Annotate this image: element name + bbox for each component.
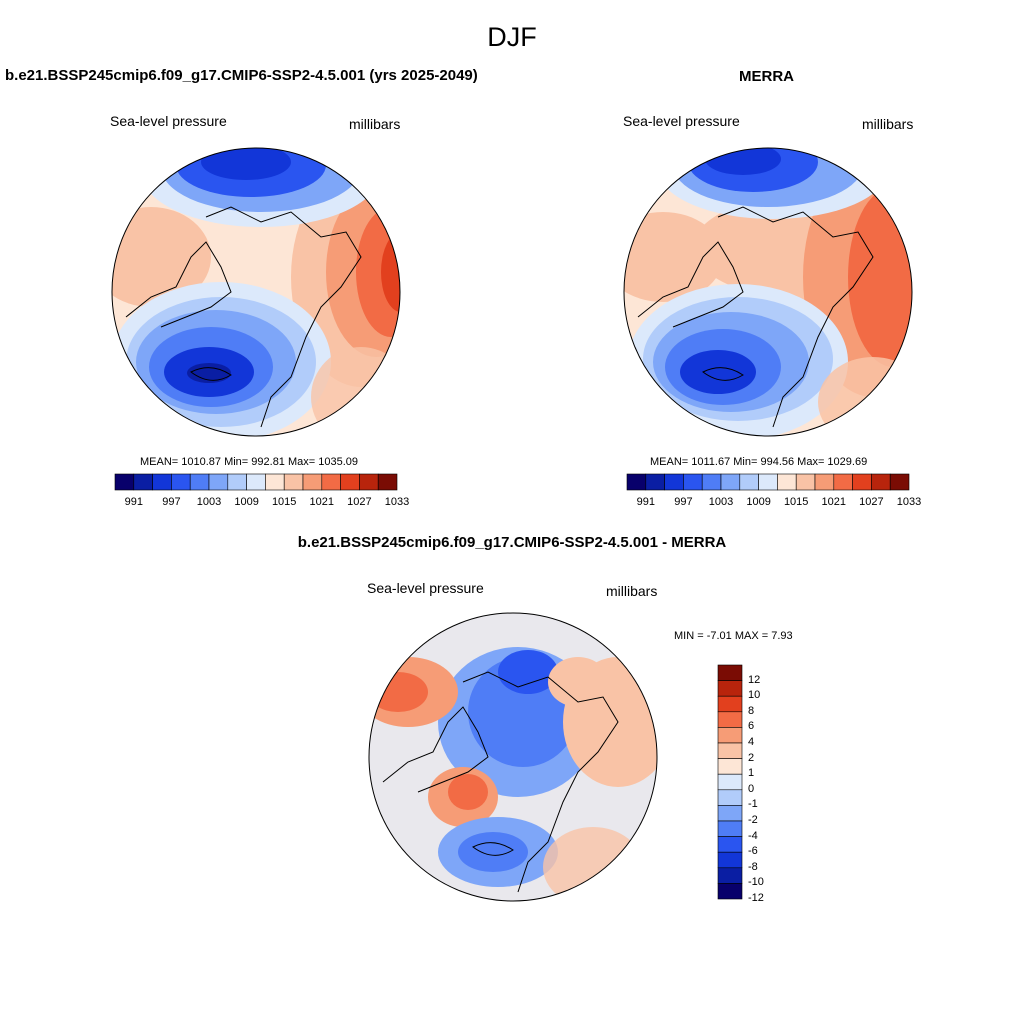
panel-2-stats: MEAN= 1011.67 Min= 994.56 Max= 1029.69	[650, 456, 868, 468]
colorbar-swatch	[189, 473, 210, 491]
colorbar-tick-label: 991	[636, 496, 655, 508]
panel-3-colorbar	[717, 664, 743, 900]
panel-3-polar-map	[368, 612, 658, 902]
colorbar-swatch	[246, 473, 266, 491]
colorbar-tick-label: -12	[748, 892, 764, 904]
colorbar-tick-label: 1009	[234, 496, 259, 508]
colorbar-tick-label: -8	[748, 860, 758, 873]
panel-3-title: b.e21.BSSP245cmip6.f09_g17.CMIP6-SSP2-4.…	[297, 534, 727, 551]
colorbar-swatch	[777, 473, 797, 491]
panel-2-polar-map	[623, 147, 913, 437]
panel-2-title: MERRA	[739, 68, 794, 85]
colorbar-swatch	[340, 473, 360, 491]
colorbar-swatch	[717, 883, 743, 900]
colorbar-swatch	[265, 473, 285, 491]
colorbar-swatch	[717, 742, 743, 759]
colorbar-swatch	[795, 473, 816, 491]
colorbar-swatch	[377, 473, 398, 491]
colorbar-swatch	[717, 727, 743, 744]
colorbar-tick-label: -4	[748, 829, 758, 842]
colorbar-tick-label: 4	[748, 736, 755, 748]
panel-2-variable-label: Sea-level pressure	[623, 113, 740, 129]
colorbar-swatch	[717, 680, 743, 697]
colorbar-tick-label: 1033	[384, 496, 410, 508]
colorbar-swatch	[302, 473, 323, 491]
colorbar-swatch	[321, 473, 341, 491]
colorbar-tick-label: -6	[748, 845, 758, 858]
colorbar-swatch	[889, 473, 910, 491]
colorbar-tick-label: 8	[748, 704, 755, 717]
panel-2-colorbar	[626, 473, 910, 491]
colorbar-tick-label: 6	[748, 720, 755, 733]
panel-1-stats: MEAN= 1010.87 Min= 992.81 Max= 1035.09	[140, 456, 359, 468]
colorbar-swatch	[739, 473, 759, 491]
colorbar-swatch	[717, 836, 743, 853]
colorbar-swatch	[283, 473, 304, 491]
colorbar-tick-label: 991	[124, 496, 143, 508]
colorbar-tick-label: 1003	[196, 496, 222, 508]
colorbar-tick-label: 1015	[271, 496, 297, 508]
colorbar-tick-label: 1033	[896, 496, 922, 508]
colorbar-swatch	[701, 473, 722, 491]
colorbar-swatch	[683, 473, 703, 491]
colorbar-swatch	[717, 851, 743, 869]
colorbar-swatch	[717, 789, 743, 806]
colorbar-tick-label: 1021	[821, 496, 847, 508]
panel-3-units-label: millibars	[606, 583, 658, 599]
panel-1-polar-map	[111, 147, 401, 437]
colorbar-swatch	[852, 473, 872, 491]
colorbar-tick-label: 1	[748, 767, 755, 780]
colorbar-swatch	[227, 473, 247, 491]
colorbar-tick-label: 1027	[347, 496, 372, 508]
figure-title: DJF	[487, 22, 537, 52]
colorbar-tick-label: 1003	[708, 496, 734, 508]
colorbar-swatch	[645, 473, 665, 491]
colorbar-swatch	[720, 473, 741, 491]
panel-1-title: b.e21.BSSP245cmip6.f09_g17.CMIP6-SSP2-4.…	[5, 67, 478, 84]
colorbar-swatch	[758, 473, 778, 491]
colorbar-swatch	[171, 473, 191, 491]
colorbar-swatch	[152, 473, 172, 491]
colorbar-swatch	[626, 473, 647, 491]
colorbar-tick-label: 1015	[783, 496, 809, 508]
colorbar-tick-label: -2	[748, 814, 758, 826]
colorbar-tick-label: 997	[162, 496, 181, 508]
panel-3-stats: MIN = -7.01 MAX = 7.93	[674, 630, 793, 642]
colorbar-tick-label: 12	[748, 673, 761, 686]
colorbar-tick-label: 1009	[746, 496, 771, 508]
colorbar-swatch	[114, 473, 135, 491]
colorbar-swatch	[664, 473, 684, 491]
colorbar-swatch	[833, 473, 853, 491]
colorbar-swatch	[871, 473, 891, 491]
colorbar-swatch	[717, 773, 743, 791]
colorbar-swatch	[208, 473, 229, 491]
colorbar-swatch	[717, 820, 743, 837]
colorbar-swatch	[717, 758, 743, 775]
colorbar-swatch	[717, 867, 743, 884]
colorbar-swatch	[717, 805, 743, 822]
panel-1-variable-label: Sea-level pressure	[110, 113, 227, 129]
colorbar-tick-label: 1027	[859, 496, 884, 508]
colorbar-tick-label: 0	[748, 782, 755, 795]
colorbar-tick-label: 997	[674, 496, 693, 508]
colorbar-tick-label: -10	[748, 876, 764, 889]
colorbar-swatch	[814, 473, 835, 491]
colorbar-tick-label: 1021	[309, 496, 335, 508]
colorbar-tick-label: 2	[748, 751, 755, 764]
panel-1-colorbar	[114, 473, 398, 491]
colorbar-swatch	[359, 473, 379, 491]
colorbar-tick-label: 10	[748, 689, 761, 702]
panel-1-units-label: millibars	[349, 116, 401, 132]
colorbar-swatch	[133, 473, 153, 491]
colorbar-swatch	[717, 664, 743, 681]
colorbar-swatch	[717, 695, 743, 713]
panel-3-variable-label: Sea-level pressure	[367, 580, 484, 596]
panel-2-units-label: millibars	[862, 116, 914, 132]
colorbar-swatch	[717, 711, 743, 728]
colorbar-tick-label: -1	[748, 798, 758, 811]
